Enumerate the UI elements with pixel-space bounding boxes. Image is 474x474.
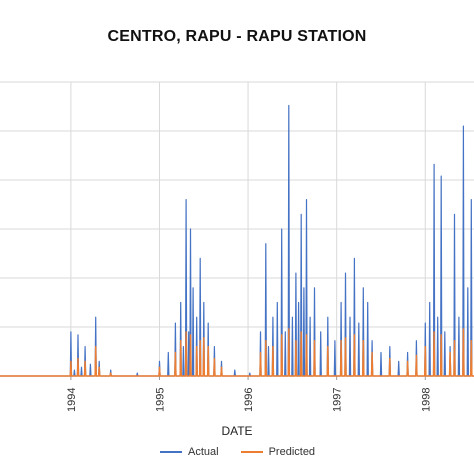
legend-label-actual: Actual [188, 446, 219, 458]
legend-swatch-actual [160, 451, 182, 453]
x-tick-label-1996: 1996 [243, 388, 255, 412]
x-tick-label-1994: 1994 [66, 388, 78, 412]
chart-title: CENTRO, RAPU - RAPU STATION [107, 28, 367, 45]
legend-swatch-predicted [240, 451, 263, 453]
x-tick-label-1998: 1998 [420, 388, 432, 412]
x-axis-label: DATE [221, 424, 253, 438]
legend-label-predicted: Predicted [268, 446, 316, 458]
x-tick-labels: 1994 1995 1996 1997 1998 [66, 388, 432, 412]
legend-item-predicted: Predicted [240, 446, 316, 458]
x-tick-label-1995: 1995 [154, 388, 166, 412]
legend: Actual Predicted [160, 446, 337, 458]
series-line-predicted [0, 328, 474, 377]
x-tick-label-1997: 1997 [332, 388, 344, 412]
legend-item-actual: Actual [160, 446, 219, 458]
series-layer [0, 104, 474, 377]
